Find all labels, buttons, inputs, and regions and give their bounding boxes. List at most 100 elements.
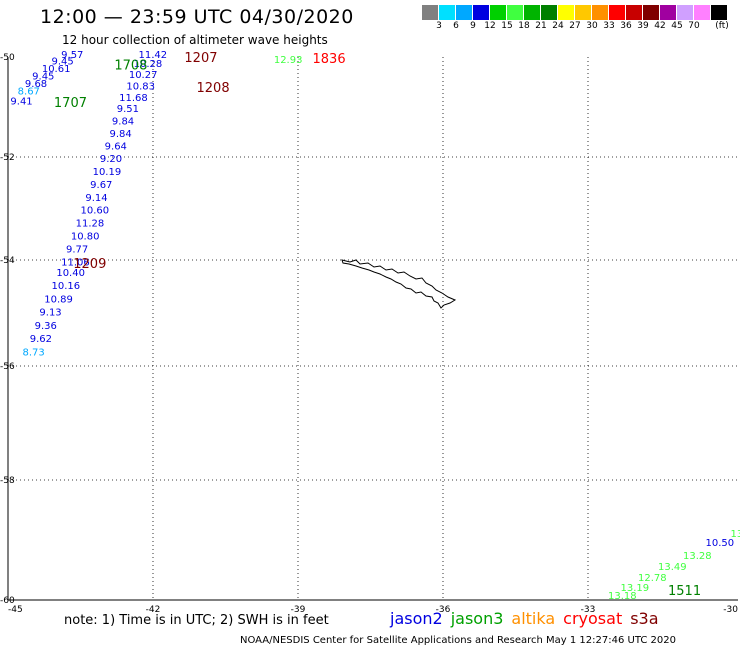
pass-time-label: 1208 [197, 81, 230, 96]
legend-swatch [643, 5, 660, 20]
legend-swatch [524, 5, 541, 20]
latitude-tick-label: -50 [0, 53, 15, 63]
legend-bin-label: 70 [688, 21, 700, 31]
map-grid [7, 57, 738, 601]
longitude-tick-label: -30 [723, 605, 738, 615]
legend-swatch [609, 5, 626, 20]
wave-height-reading: 12.78 [638, 573, 667, 584]
legend-bin-label: 39 [637, 21, 649, 31]
wave-height-reading: 9.51 [117, 104, 139, 115]
wave-height-reading: 13.19 [621, 583, 650, 594]
legend-swatch [541, 5, 558, 20]
legend-bin-label: 12 [484, 21, 496, 31]
legend-bin-label: 27 [569, 21, 581, 31]
satellite-key: jason2 jason3 altika cryosat s3a [390, 609, 667, 628]
satellite-name-s3a: s3a [630, 609, 659, 628]
wave-height-reading: 10.60 [81, 206, 110, 217]
legend-swatch [456, 5, 473, 20]
wave-height-reading: 13.9 [731, 529, 740, 540]
latitude-tick-label: -54 [0, 256, 15, 266]
legend-swatch [558, 5, 575, 20]
wave-height-reading: 11.42 [139, 50, 168, 61]
pass-time-layer: 1207 1708 1208 1707 1836 1209 1511 [54, 51, 701, 599]
wave-height-reading: 11.68 [119, 93, 148, 104]
wave-height-reading: 9.84 [110, 129, 132, 140]
legend-swatch [694, 5, 711, 20]
wave-height-reading: 13.49 [658, 562, 687, 573]
wave-height-reading: 10.27 [129, 70, 158, 81]
legend-bin-label: 18 [518, 21, 530, 31]
pass-time-label: 1209 [73, 257, 106, 272]
longitude-tick-label: -36 [436, 605, 451, 615]
page-subtitle: 12 hour collection of altimeter wave hei… [62, 33, 328, 47]
legend-swatches [422, 5, 728, 20]
wave-height-reading: 9.68 [25, 79, 47, 90]
axis-labels: -45 -42 -39 -36 -33 -30 -50 -52 -54 -56 -58 -60 [0, 53, 738, 615]
wave-height-reading: 9.84 [112, 117, 134, 128]
legend-bin-label: 36 [620, 21, 632, 31]
legend-bin-label: 30 [586, 21, 598, 31]
legend-bin-label: 9 [470, 21, 476, 31]
latitude-tick-label: -56 [0, 362, 15, 372]
wave-height-reading: 9.45 [52, 57, 74, 68]
legend-swatch [592, 5, 609, 20]
longitude-tick-label: -42 [146, 605, 161, 615]
legend-swatch [473, 5, 490, 20]
wave-height-reading: 9.64 [105, 142, 127, 153]
wave-height-reading: 13.18 [608, 591, 637, 602]
units-note: note: 1) Time is in UTC; 2) SWH is in fe… [64, 613, 329, 628]
wave-height-reading: 11.06 [61, 257, 90, 268]
latitude-tick-label: -58 [0, 476, 15, 486]
longitude-tick-label: -45 [8, 605, 23, 615]
page-title: 12:00 — 23:59 UTC 04/30/2020 [40, 6, 354, 28]
wave-height-reading: 9.77 [66, 244, 88, 255]
wave-height-reading: 8.67 [18, 87, 40, 98]
south-georgia-island-outline [341, 259, 457, 309]
wave-height-reading: 9.41 [10, 97, 32, 108]
pass-time-label: 1836 [313, 52, 346, 67]
legend-swatch [490, 5, 507, 20]
wave-height-reading: 8.73 [23, 347, 45, 358]
legend-swatch [660, 5, 677, 20]
legend-bin-label: 45 [671, 21, 683, 31]
legend-unit: (ft) [715, 21, 729, 31]
satellite-name-jason2: jason2 [390, 609, 443, 628]
wave-height-reading: 10.19 [93, 167, 122, 178]
legend-bin-label: 33 [603, 21, 615, 31]
satellite-name-cryosat: cryosat [563, 609, 623, 628]
wave-height-reading: 12.93 [274, 55, 303, 66]
satellite-name-jason3: jason3 [450, 609, 504, 628]
wave-height-reading: 10.50 [706, 538, 735, 549]
legend-bin-label: 24 [552, 21, 564, 31]
wave-height-reading: 10.16 [52, 281, 81, 292]
color-legend: 3 6 9 12 15 18 21 24 27 30 33 36 39 42 45 70 (ft) [422, 5, 729, 34]
legend-swatch [575, 5, 592, 20]
wave-height-reading: 13.28 [683, 551, 712, 562]
wave-height-reading: 11.28 [76, 219, 105, 230]
legend-swatch [507, 5, 524, 20]
legend-swatch [439, 5, 456, 20]
wave-height-reading: 9.36 [35, 321, 57, 332]
wave-height-reading: 10.80 [71, 231, 100, 242]
legend-bin-label: 21 [535, 21, 547, 31]
pass-time-label: 1707 [54, 96, 87, 111]
wave-height-reading: 9.62 [30, 334, 52, 345]
wave-height-reading: 10.61 [42, 64, 71, 75]
legend-bin-label: 6 [453, 21, 459, 31]
wave-height-reading: 10.28 [134, 59, 163, 70]
legend-swatch [422, 5, 439, 20]
latitude-tick-label: -60 [0, 596, 15, 606]
pass-time-label: 1708 [114, 59, 147, 74]
legend-swatch [677, 5, 694, 20]
legend-bin-label: 15 [501, 21, 513, 31]
wave-height-reading: 9.20 [100, 154, 122, 165]
legend-labels: 3 6 9 12 15 18 21 24 27 30 33 36 39 42 45 70 (ft) [422, 20, 729, 34]
legend-bin-label: 42 [654, 21, 666, 31]
wave-height-reading: 10.40 [56, 268, 85, 279]
legend-bin-label: 3 [436, 21, 442, 31]
longitude-tick-label: -33 [581, 605, 596, 615]
wave-height-reading: 9.57 [61, 50, 83, 61]
footer-credit: NOAA/NESDIS Center for Satellite Applica… [240, 635, 676, 646]
observation-layer: 9.579.4510.619.459.688.679.4111.4210.281… [10, 50, 740, 602]
